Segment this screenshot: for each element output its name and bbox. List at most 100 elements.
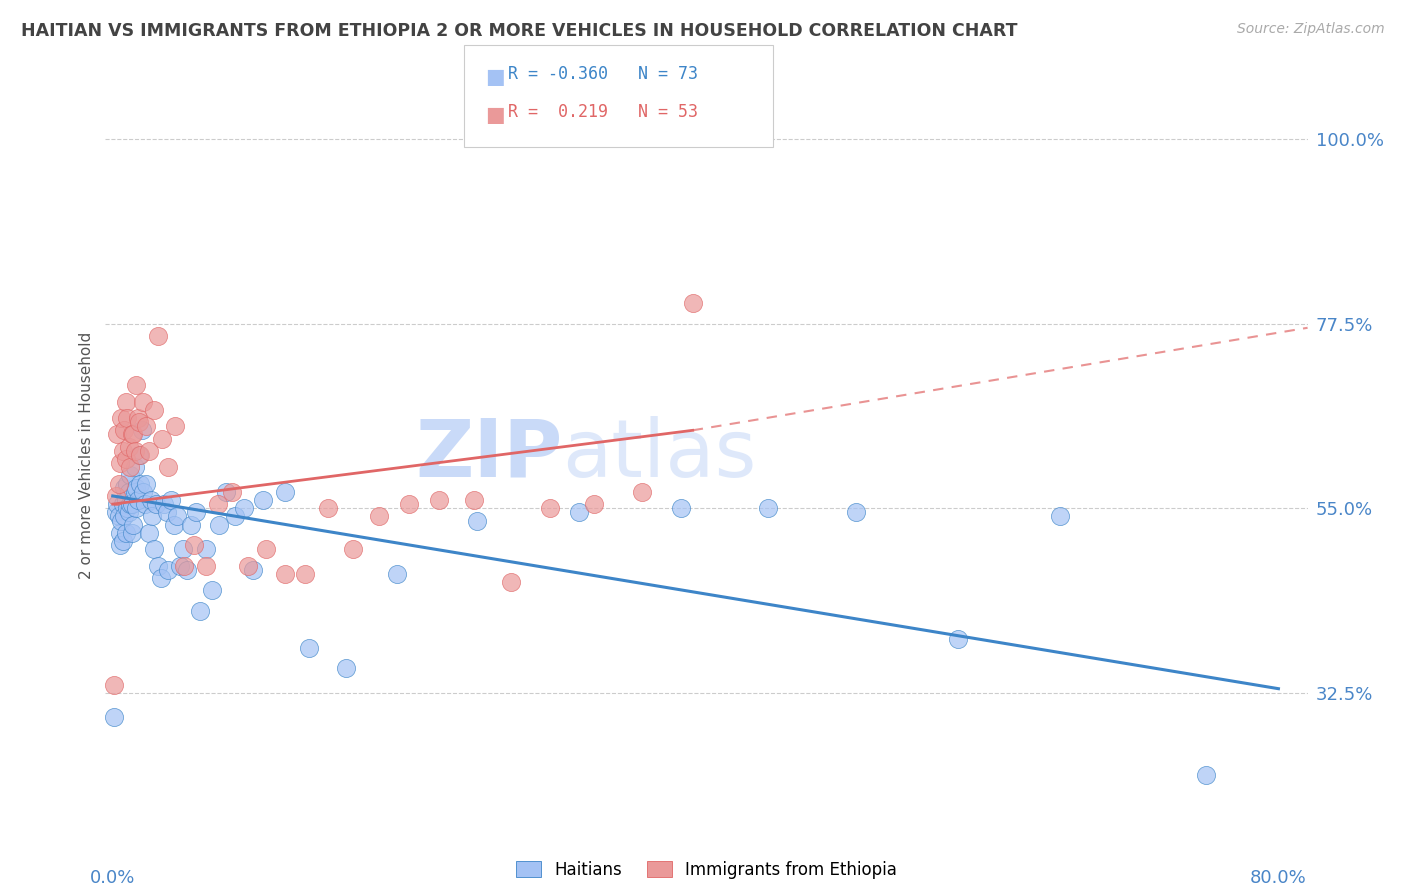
- Point: [139, 493, 162, 508]
- Point: [115, 394, 138, 409]
- Point: [132, 484, 155, 499]
- Point: [224, 509, 246, 524]
- Point: [115, 493, 138, 508]
- Point: [163, 517, 186, 532]
- Point: [208, 517, 231, 532]
- Point: [195, 558, 218, 573]
- Text: 0.0%: 0.0%: [90, 869, 135, 888]
- Point: [176, 563, 198, 577]
- Point: [121, 525, 143, 540]
- Point: [127, 493, 149, 508]
- Point: [188, 604, 211, 618]
- Point: [120, 460, 142, 475]
- Point: [111, 443, 134, 458]
- Point: [254, 542, 277, 557]
- Point: [142, 402, 165, 417]
- Point: [318, 501, 340, 516]
- Point: [121, 497, 143, 511]
- Point: [946, 632, 969, 647]
- Point: [169, 558, 191, 573]
- Point: [125, 481, 148, 495]
- Point: [122, 517, 145, 532]
- Point: [104, 489, 127, 503]
- Point: [125, 501, 148, 516]
- Point: [538, 501, 561, 516]
- Point: [298, 640, 321, 655]
- Point: [115, 525, 138, 540]
- Point: [108, 538, 131, 552]
- Text: HAITIAN VS IMMIGRANTS FROM ETHIOPIA 2 OR MORE VEHICLES IN HOUSEHOLD CORRELATION : HAITIAN VS IMMIGRANTS FROM ETHIOPIA 2 OR…: [21, 22, 1018, 40]
- Point: [128, 448, 150, 462]
- Point: [242, 563, 264, 577]
- Point: [104, 505, 127, 519]
- Point: [758, 501, 780, 516]
- Point: [294, 566, 316, 581]
- Point: [273, 566, 295, 581]
- Point: [112, 481, 135, 495]
- Point: [120, 468, 142, 483]
- Point: [138, 525, 160, 540]
- Point: [232, 501, 254, 516]
- Point: [465, 514, 488, 528]
- Point: [135, 476, 157, 491]
- Point: [138, 443, 160, 458]
- Point: [107, 509, 129, 524]
- Point: [117, 411, 139, 425]
- Point: [427, 493, 450, 508]
- Point: [157, 460, 180, 475]
- Point: [103, 677, 125, 691]
- Point: [183, 538, 205, 552]
- Point: [105, 427, 128, 442]
- Point: [142, 542, 165, 557]
- Point: [273, 484, 295, 499]
- Point: [105, 497, 128, 511]
- Text: atlas: atlas: [562, 416, 756, 494]
- Point: [129, 448, 152, 462]
- Point: [207, 497, 229, 511]
- Point: [156, 505, 179, 519]
- Point: [124, 484, 146, 499]
- Point: [146, 558, 169, 573]
- Point: [463, 493, 485, 508]
- Point: [117, 501, 139, 516]
- Point: [682, 296, 704, 310]
- Point: [145, 497, 167, 511]
- Text: R =  0.219   N = 53: R = 0.219 N = 53: [508, 103, 697, 121]
- Point: [166, 509, 188, 524]
- Point: [112, 423, 135, 437]
- Point: [112, 509, 135, 524]
- Point: [127, 411, 149, 425]
- Point: [1049, 509, 1071, 524]
- Text: R = -0.360   N = 73: R = -0.360 N = 73: [508, 65, 697, 83]
- Point: [568, 505, 591, 519]
- Point: [131, 423, 153, 437]
- Point: [335, 661, 357, 675]
- Legend: Haitians, Immigrants from Ethiopia: Haitians, Immigrants from Ethiopia: [509, 855, 904, 886]
- Point: [184, 505, 207, 519]
- Point: [125, 378, 148, 392]
- Point: [110, 514, 132, 528]
- Point: [180, 517, 202, 532]
- Point: [845, 505, 868, 519]
- Point: [195, 542, 218, 557]
- Point: [238, 558, 260, 573]
- Point: [150, 432, 173, 446]
- Point: [1194, 768, 1216, 782]
- Point: [124, 443, 146, 458]
- Text: Source: ZipAtlas.com: Source: ZipAtlas.com: [1237, 22, 1385, 37]
- Point: [398, 497, 420, 511]
- Text: 80.0%: 80.0%: [1250, 869, 1306, 888]
- Point: [111, 534, 134, 549]
- Point: [132, 394, 155, 409]
- Point: [110, 411, 132, 425]
- Point: [103, 710, 125, 724]
- Point: [108, 525, 131, 540]
- Y-axis label: 2 or more Vehicles in Household: 2 or more Vehicles in Household: [79, 331, 94, 579]
- Point: [215, 484, 238, 499]
- Point: [149, 571, 172, 585]
- Point: [118, 484, 141, 499]
- Point: [499, 575, 522, 590]
- Point: [157, 563, 180, 577]
- Point: [118, 440, 141, 454]
- Point: [122, 427, 145, 442]
